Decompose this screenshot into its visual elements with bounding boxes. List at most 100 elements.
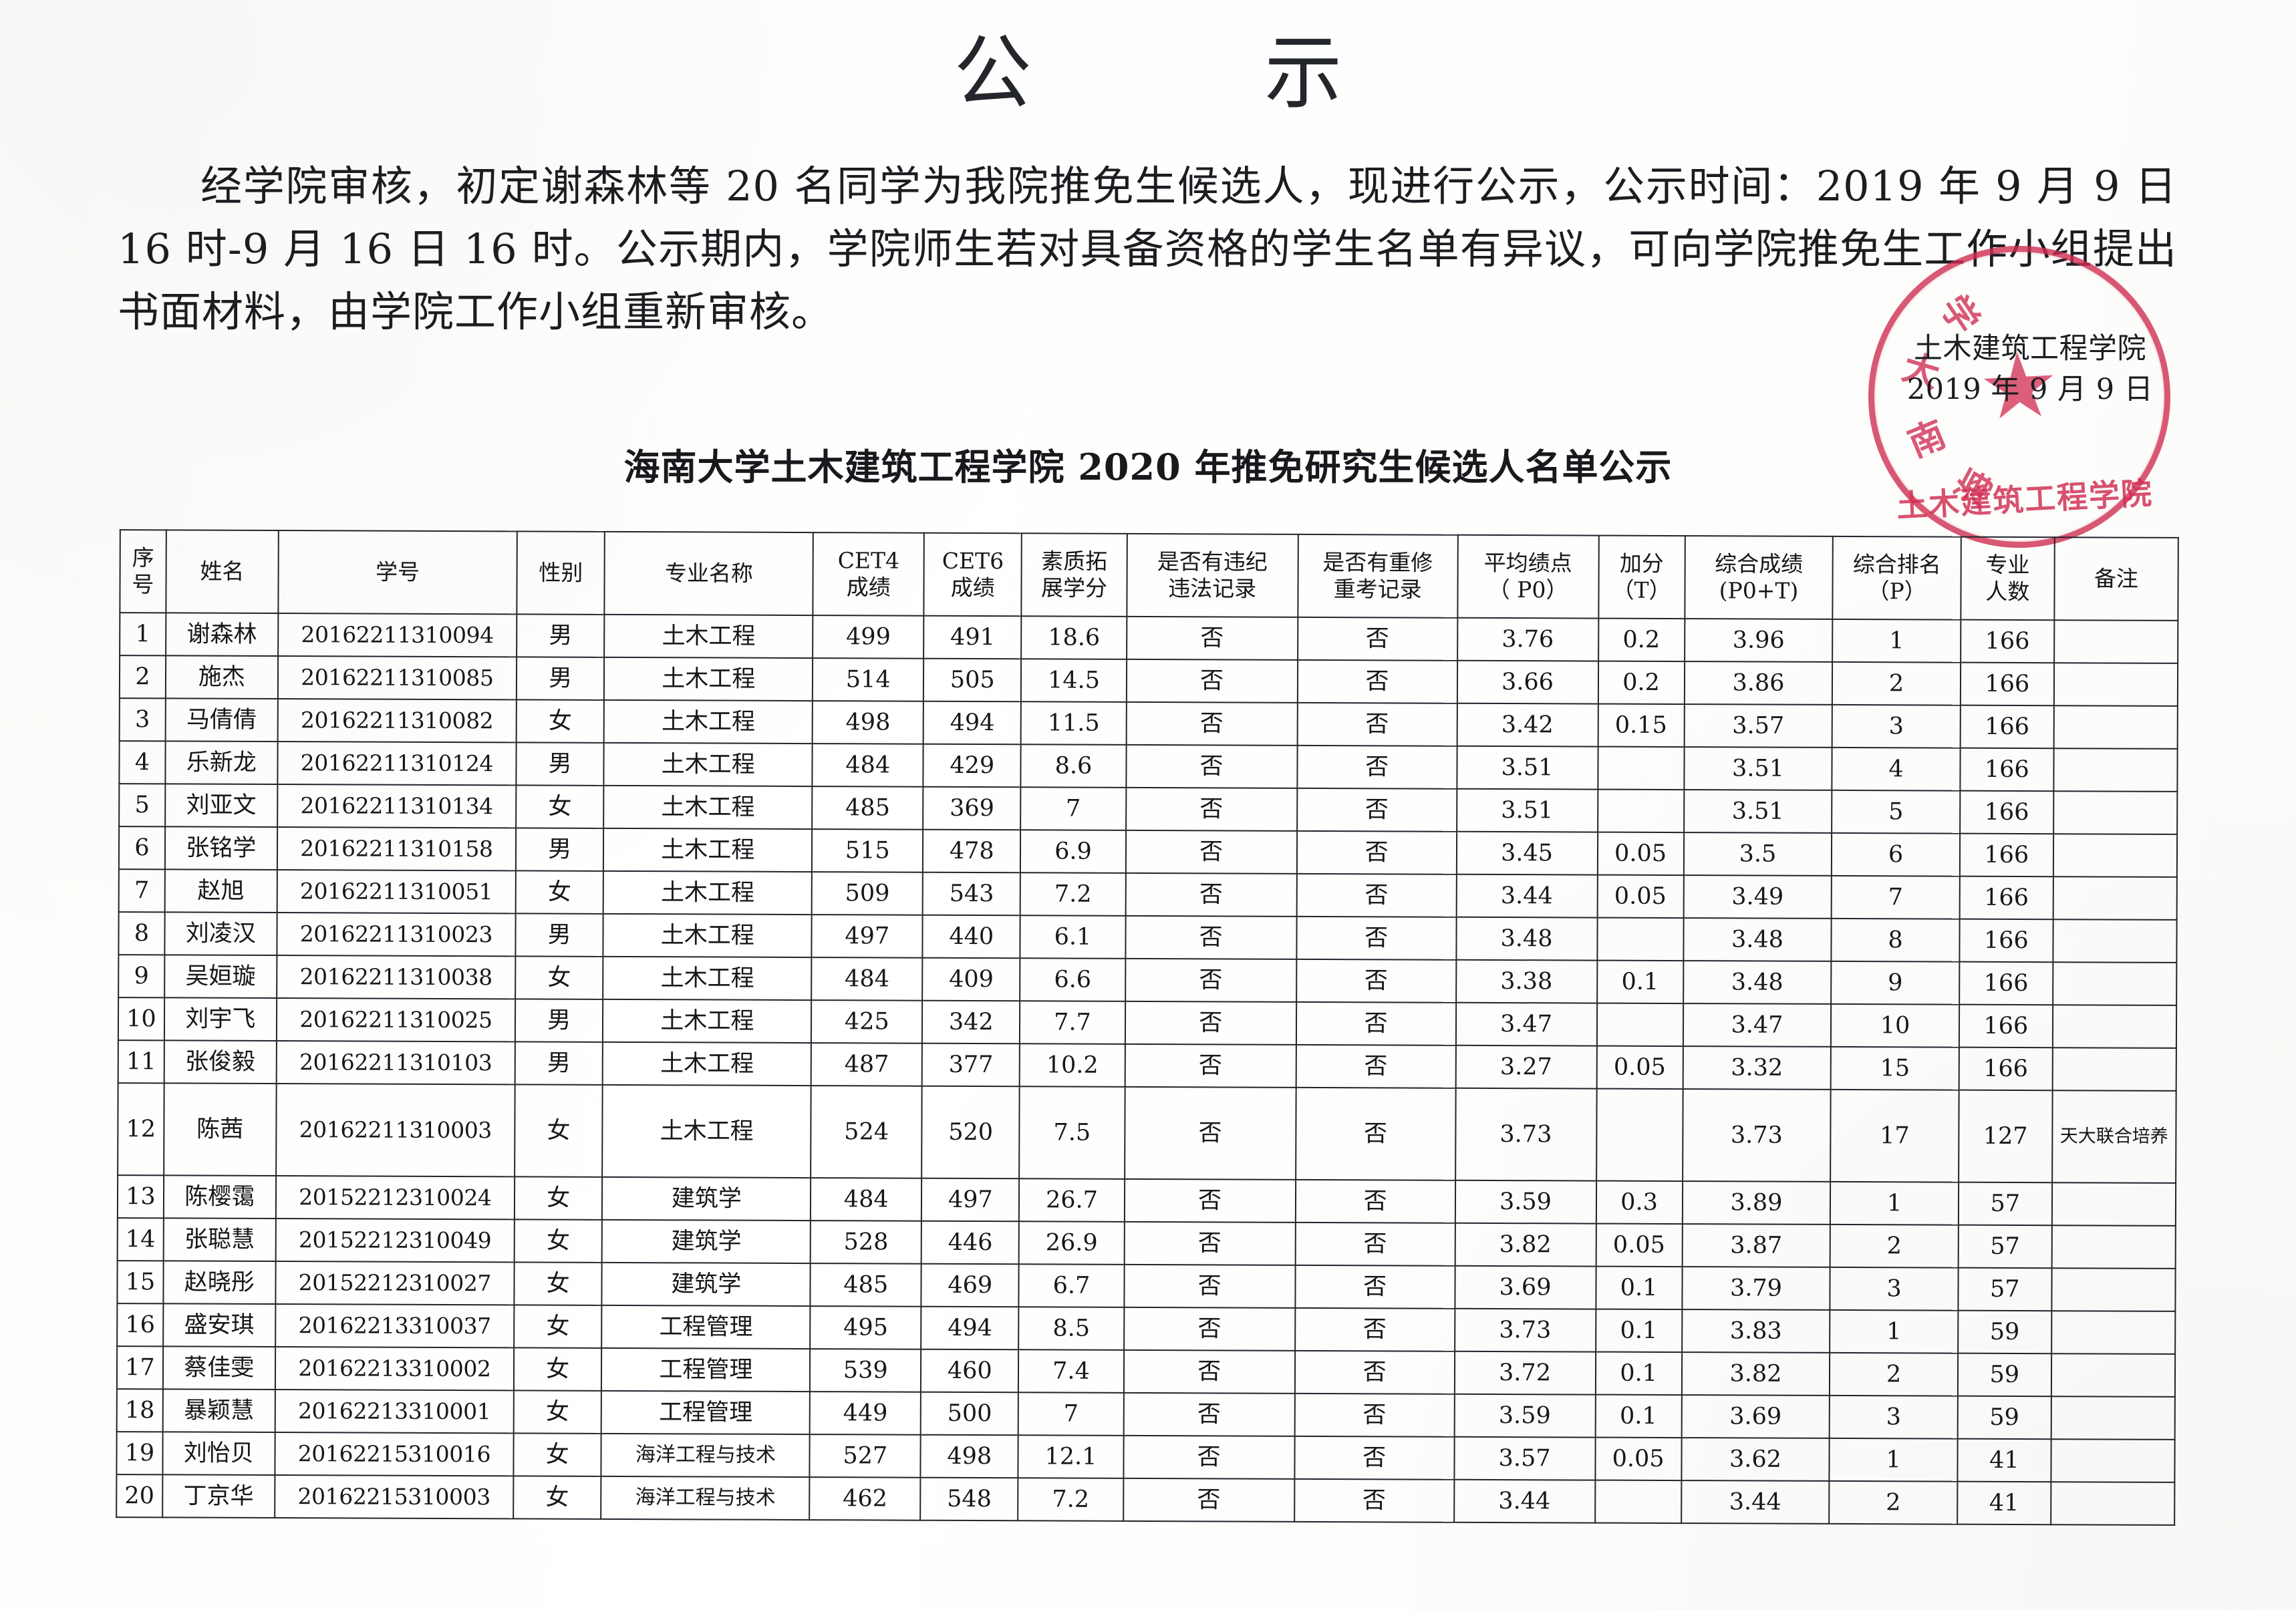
cell-major: 土木工程 [604, 614, 813, 659]
cell-cet4: 485 [810, 1263, 921, 1307]
header-line-1: 是否有违纪 [1157, 548, 1268, 575]
cell-retake: 否 [1294, 1307, 1455, 1351]
cell-remark [2051, 1439, 2175, 1482]
cell-majorcount: 57 [1958, 1267, 2052, 1311]
table-row: 14 张聪慧 20152212310049 女建筑学 528 446 26.9 否否 3.82 0… [117, 1218, 2176, 1269]
cell-bonus: 0.05 [1597, 874, 1684, 919]
cell-total: 3.69 [1681, 1395, 1830, 1438]
table-body: 1 谢森林 20162211310094 男土木工程 499 491 18.6 否否 3.76 0… [116, 613, 2178, 1525]
cell-name: 陈茜 [163, 1083, 277, 1176]
cell-name: 刘怡贝 [162, 1432, 275, 1475]
cell-major: 土木工程 [603, 999, 812, 1043]
table-header-cell-14: 专业 人数 [1961, 536, 2055, 621]
cell-violation: 否 [1123, 1478, 1295, 1522]
cell-retake: 否 [1295, 1179, 1455, 1223]
cell-major: 海洋工程与技术 [601, 1433, 811, 1478]
cell-total: 3.47 [1683, 1003, 1832, 1047]
cell-sid: 20162213310002 [275, 1346, 515, 1391]
cell-no: 18 [116, 1389, 163, 1432]
cell-cet4: 528 [811, 1221, 921, 1264]
table-row: 8 刘凌汉 20162211310023 男土木工程 497 440 6.1 否否 3.48 3.… [118, 912, 2177, 963]
cell-violation: 否 [1126, 701, 1298, 746]
cell-cet4: 487 [811, 1043, 923, 1086]
table-row: 12 陈茜 20162211310003 女土木工程 524 520 7.5 否否 3.73 3.… [118, 1083, 2176, 1183]
cell-total: 3.82 [1681, 1352, 1830, 1396]
cell-total: 3.51 [1683, 790, 1832, 833]
cell-sid: 20162211310082 [277, 698, 517, 743]
cell-cet4: 484 [812, 744, 923, 787]
header-line-1: 专业名称 [664, 560, 754, 587]
cell-sid: 20162213310001 [275, 1389, 514, 1434]
cell-cet6: 377 [921, 1043, 1020, 1087]
cell-cet4: 524 [811, 1086, 922, 1178]
cell-bonus [1594, 1480, 1682, 1524]
cell-no: 13 [117, 1175, 164, 1219]
cell-rank: 1 [1832, 619, 1961, 663]
cell-remark [2053, 834, 2178, 877]
cell-retake: 否 [1296, 1044, 1456, 1088]
cell-remark [2053, 663, 2178, 706]
cell-retake: 否 [1296, 959, 1456, 1003]
cell-retake: 否 [1297, 659, 1457, 703]
cell-bonus: 0.1 [1595, 1266, 1683, 1310]
cell-gpa: 3.59 [1454, 1394, 1596, 1438]
cell-sex: 男 [515, 1041, 603, 1085]
cell-rank: 3 [1829, 1395, 1958, 1439]
cell-sex: 女 [513, 1476, 601, 1519]
cell-majorcount: 57 [1958, 1225, 2052, 1269]
cell-majorcount: 166 [1959, 1047, 2053, 1091]
cell-majorcount: 166 [1960, 748, 2054, 792]
cell-credits: 7 [1018, 1392, 1124, 1436]
cell-bonus [1596, 917, 1684, 961]
header-line-1: 加分 [1619, 550, 1664, 577]
cell-rank: 5 [1832, 790, 1961, 834]
cell-no: 15 [117, 1261, 164, 1304]
cell-cet4: 485 [812, 786, 923, 830]
cell-gpa: 3.82 [1455, 1223, 1596, 1267]
cell-bonus: 0.1 [1596, 960, 1684, 1004]
cell-bonus: 0.1 [1595, 1351, 1682, 1396]
cell-cet6: 500 [920, 1392, 1019, 1436]
header-line-2: 成绩 [846, 574, 891, 601]
cell-violation: 否 [1123, 1349, 1295, 1394]
cell-remark [2051, 1396, 2175, 1440]
cell-credits: 6.9 [1020, 830, 1126, 873]
cell-majorcount: 41 [1957, 1481, 2051, 1525]
cell-cet4: 449 [810, 1392, 921, 1435]
cell-sid: 20162211310103 [276, 1040, 515, 1085]
cell-violation: 否 [1124, 1178, 1296, 1223]
cell-no: 10 [118, 997, 165, 1041]
cell-major: 土木工程 [602, 1041, 812, 1086]
cell-cet4: 484 [811, 1178, 922, 1221]
cell-credits: 7.4 [1018, 1349, 1124, 1393]
cell-sid: 20162211310038 [276, 955, 516, 999]
table-header-cell-15: 备注 [2054, 537, 2178, 621]
cell-sex: 女 [516, 785, 604, 828]
cell-remark [2051, 1268, 2176, 1311]
cell-sex: 女 [514, 1219, 603, 1263]
cell-bonus: 0.05 [1596, 1223, 1683, 1267]
cell-gpa: 3.72 [1454, 1351, 1596, 1395]
cell-sid: 20162213310037 [275, 1303, 515, 1348]
cell-majorcount: 166 [1959, 876, 2053, 920]
cell-sid: 20162211310003 [275, 1083, 515, 1177]
cell-major: 土木工程 [603, 699, 813, 744]
cell-no: 19 [116, 1432, 163, 1475]
cell-remark [2051, 1353, 2176, 1397]
table-row: 11 张俊毅 20162211310103 男土木工程 487 377 10.2 否否 3.27… [118, 1040, 2176, 1091]
cell-credits: 26.7 [1019, 1178, 1125, 1222]
cell-violation: 否 [1124, 1086, 1296, 1180]
cell-total: 3.32 [1683, 1046, 1832, 1090]
cell-name: 张铭学 [164, 826, 277, 870]
candidate-list-table: 序号姓名 学号 性别 专业名称 CET4 成绩 CET6 成绩 素质拓 展学分 是否有违纪 违法记录是… [116, 529, 2179, 1526]
cell-sex: 男 [515, 999, 603, 1042]
cell-total: 3.44 [1681, 1480, 1830, 1524]
cell-total: 3.86 [1684, 661, 1833, 705]
cell-rank: 3 [1832, 704, 1961, 748]
cell-remark [2051, 1225, 2176, 1269]
cell-sid: 20152212310049 [275, 1218, 515, 1263]
cell-gpa: 3.38 [1455, 959, 1597, 1003]
cell-gpa: 3.73 [1455, 1088, 1597, 1181]
cell-gpa: 3.57 [1453, 1436, 1596, 1480]
